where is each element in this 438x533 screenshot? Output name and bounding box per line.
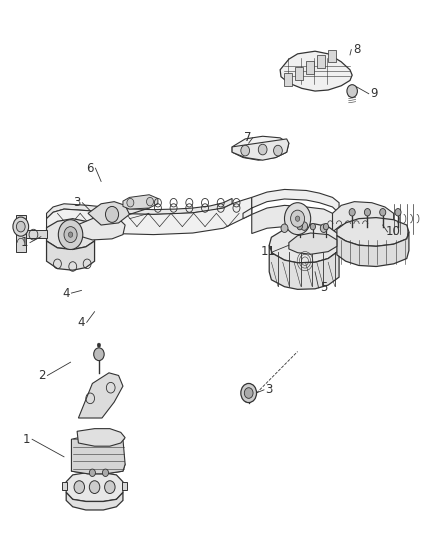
Polygon shape [66,473,123,502]
Text: 7: 7 [244,131,251,144]
Polygon shape [269,224,341,263]
Polygon shape [317,55,325,68]
Circle shape [395,208,401,216]
Text: 3: 3 [265,383,273,397]
Polygon shape [337,217,409,246]
Circle shape [94,348,104,361]
Circle shape [64,227,77,243]
Text: 9: 9 [370,87,378,100]
Circle shape [127,198,134,207]
Circle shape [297,223,302,230]
Circle shape [89,469,95,477]
Polygon shape [46,241,95,270]
Polygon shape [232,139,289,160]
Circle shape [16,221,25,232]
Polygon shape [78,373,123,418]
Circle shape [13,217,28,236]
Text: 1: 1 [21,236,28,249]
Text: 4: 4 [63,287,70,300]
Circle shape [58,220,83,249]
Circle shape [97,343,101,348]
Circle shape [320,224,327,232]
Polygon shape [26,230,46,238]
Polygon shape [62,482,67,490]
Circle shape [281,224,288,232]
Polygon shape [77,429,125,446]
Polygon shape [252,205,332,235]
Circle shape [89,481,100,494]
Circle shape [105,481,115,494]
Text: 2: 2 [39,369,46,382]
Circle shape [300,222,307,230]
Circle shape [102,469,109,477]
Polygon shape [328,50,336,62]
Text: 6: 6 [86,161,94,175]
Polygon shape [77,216,125,240]
Circle shape [290,210,304,227]
Circle shape [364,208,371,216]
Circle shape [323,223,328,230]
Polygon shape [88,201,130,225]
Polygon shape [46,197,252,235]
Polygon shape [337,232,409,266]
Polygon shape [46,198,232,219]
Text: 11: 11 [261,245,276,258]
Polygon shape [269,245,339,289]
Circle shape [349,208,355,216]
Circle shape [274,146,283,156]
Text: 1: 1 [23,433,31,446]
Circle shape [147,197,153,206]
Circle shape [285,203,311,235]
Circle shape [241,383,257,402]
Polygon shape [122,482,127,490]
Text: 3: 3 [74,196,81,209]
Text: 4: 4 [78,316,85,329]
Circle shape [74,481,85,494]
Polygon shape [280,51,352,91]
Polygon shape [289,233,337,254]
Circle shape [380,208,386,216]
Polygon shape [306,61,314,74]
Circle shape [106,206,119,222]
Text: 8: 8 [353,43,360,56]
Polygon shape [123,195,158,209]
Circle shape [68,232,73,237]
Polygon shape [16,215,26,252]
Circle shape [310,223,315,230]
Polygon shape [285,73,292,86]
Circle shape [244,387,253,398]
Polygon shape [243,189,339,219]
Circle shape [347,85,357,98]
Polygon shape [71,435,125,474]
Polygon shape [46,219,95,249]
Circle shape [258,144,267,155]
Circle shape [295,216,300,221]
Polygon shape [232,136,289,160]
Polygon shape [66,492,123,510]
Text: 5: 5 [320,281,328,294]
Text: 10: 10 [385,225,400,238]
Circle shape [241,146,250,156]
Polygon shape [295,67,303,80]
Polygon shape [71,455,125,474]
Polygon shape [332,201,394,235]
